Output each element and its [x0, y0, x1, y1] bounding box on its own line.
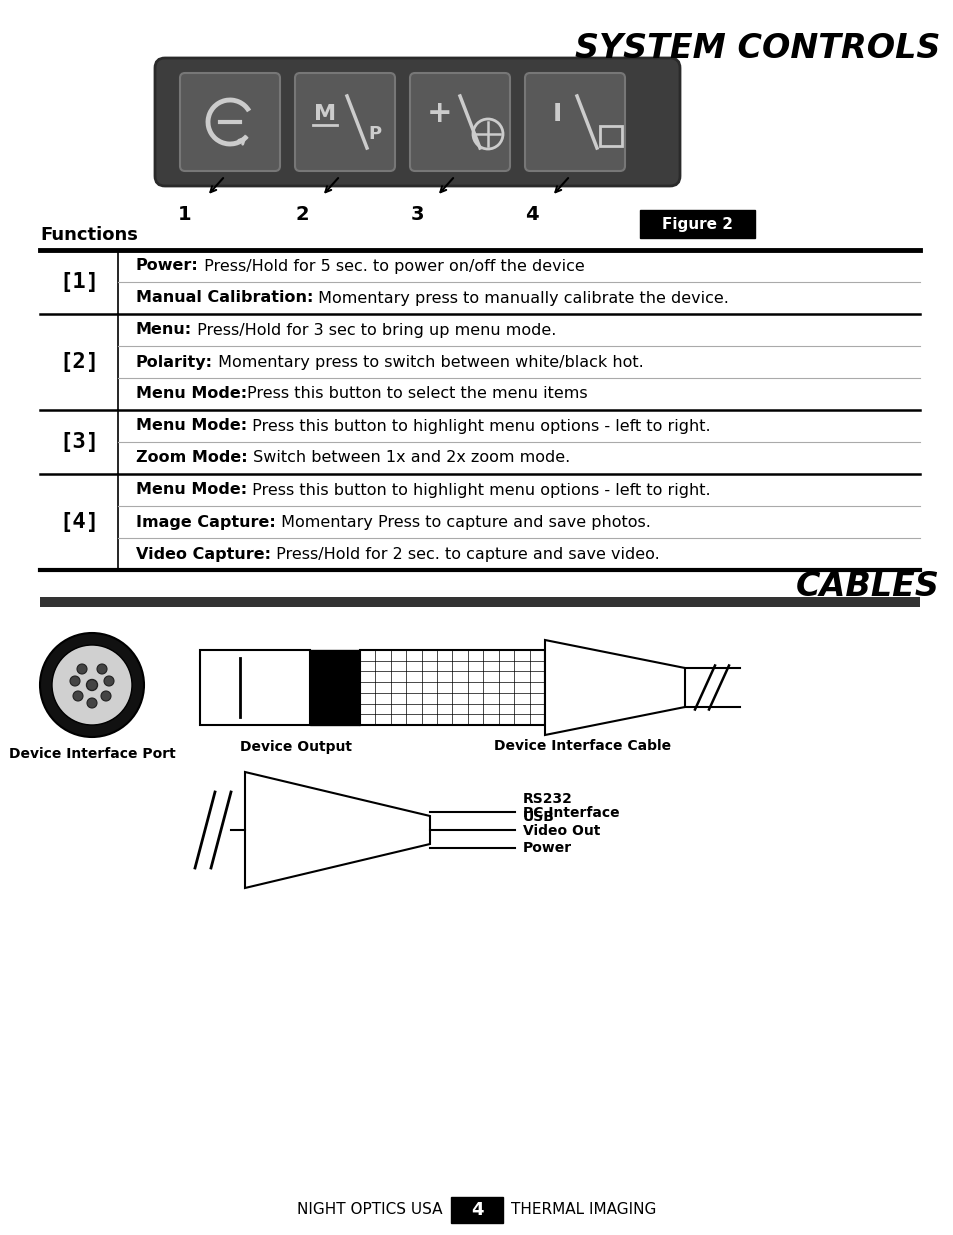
Text: Momentary press to manually calibrate the device.: Momentary press to manually calibrate th… [313, 290, 728, 305]
Text: Figure 2: Figure 2 [661, 216, 732, 231]
Circle shape [97, 664, 107, 674]
Circle shape [104, 676, 113, 685]
Text: Momentary press to switch between white/black hot.: Momentary press to switch between white/… [213, 354, 643, 369]
Bar [310, 650, 359, 725]
Text: Manual Calibration:: Manual Calibration: [136, 290, 313, 305]
Text: 4: 4 [525, 205, 538, 224]
FancyBboxPatch shape [180, 73, 280, 170]
Text: Video Capture:: Video Capture: [136, 547, 271, 562]
Text: Press/Hold for 2 sec. to capture and save video.: Press/Hold for 2 sec. to capture and sav… [271, 547, 659, 562]
Circle shape [70, 676, 80, 685]
Circle shape [101, 692, 111, 701]
Text: Device Interface Cable: Device Interface Cable [494, 739, 670, 753]
FancyBboxPatch shape [410, 73, 510, 170]
Text: Power: Power [522, 841, 572, 855]
Text: Press this button to highlight menu options - left to right.: Press this button to highlight menu opti… [247, 419, 710, 433]
Text: [3]: [3] [59, 432, 99, 452]
Text: Image Capture:: Image Capture: [136, 515, 275, 530]
Text: Device Interface Port: Device Interface Port [9, 747, 175, 761]
Bar [599, 126, 621, 146]
Text: Menu Mode:: Menu Mode: [136, 419, 247, 433]
Text: [4]: [4] [59, 513, 99, 532]
Text: Menu Mode:: Menu Mode: [136, 387, 247, 401]
Text: Menu:: Menu: [136, 322, 192, 337]
Text: Switch between 1x and 2x zoom mode.: Switch between 1x and 2x zoom mode. [248, 451, 569, 466]
Text: 4: 4 [470, 1200, 483, 1219]
Text: CABLES: CABLES [796, 571, 939, 604]
Circle shape [40, 634, 144, 737]
Text: Video Out: Video Out [522, 824, 599, 839]
Text: M: M [314, 104, 335, 124]
Text: Power:: Power: [136, 258, 198, 273]
Polygon shape [245, 772, 430, 888]
Text: P: P [368, 125, 381, 143]
Text: NIGHT OPTICS USA: NIGHT OPTICS USA [297, 1203, 442, 1218]
Text: Press this button to select the menu items: Press this button to select the menu ite… [247, 387, 587, 401]
Text: [1]: [1] [59, 272, 99, 291]
Circle shape [73, 692, 83, 701]
Text: [2]: [2] [59, 352, 99, 372]
Circle shape [52, 645, 132, 725]
Text: USB: USB [522, 810, 555, 824]
Bar [40, 597, 919, 606]
Text: Device Output: Device Output [240, 740, 352, 755]
Circle shape [87, 698, 97, 708]
FancyBboxPatch shape [154, 58, 679, 186]
Text: Zoom Mode:: Zoom Mode: [136, 451, 248, 466]
Polygon shape [544, 640, 684, 735]
Text: Momentary Press to capture and save photos.: Momentary Press to capture and save phot… [275, 515, 650, 530]
Text: SYSTEM CONTROLS: SYSTEM CONTROLS [574, 32, 939, 64]
Circle shape [87, 679, 97, 690]
Text: Polarity:: Polarity: [136, 354, 213, 369]
Text: THERMAL IMAGING: THERMAL IMAGING [511, 1203, 656, 1218]
Text: I: I [552, 103, 561, 126]
Text: 3: 3 [410, 205, 423, 224]
Text: Press/Hold for 5 sec. to power on/off the device: Press/Hold for 5 sec. to power on/off th… [198, 258, 584, 273]
FancyBboxPatch shape [524, 73, 624, 170]
Bar [639, 210, 754, 238]
Text: Press/Hold for 3 sec to bring up menu mode.: Press/Hold for 3 sec to bring up menu mo… [192, 322, 556, 337]
Text: Menu Mode:: Menu Mode: [136, 483, 247, 498]
Text: 2: 2 [294, 205, 309, 224]
Bar [451, 1197, 502, 1223]
Bar [359, 650, 544, 725]
Bar [200, 650, 310, 725]
Text: RS232: RS232 [522, 792, 572, 806]
Text: Press this button to highlight menu options - left to right.: Press this button to highlight menu opti… [247, 483, 710, 498]
Text: Functions: Functions [40, 226, 138, 245]
Text: 1: 1 [178, 205, 192, 224]
Circle shape [77, 664, 87, 674]
Text: PC Interface: PC Interface [522, 806, 619, 820]
FancyBboxPatch shape [294, 73, 395, 170]
Text: +: + [427, 100, 453, 128]
